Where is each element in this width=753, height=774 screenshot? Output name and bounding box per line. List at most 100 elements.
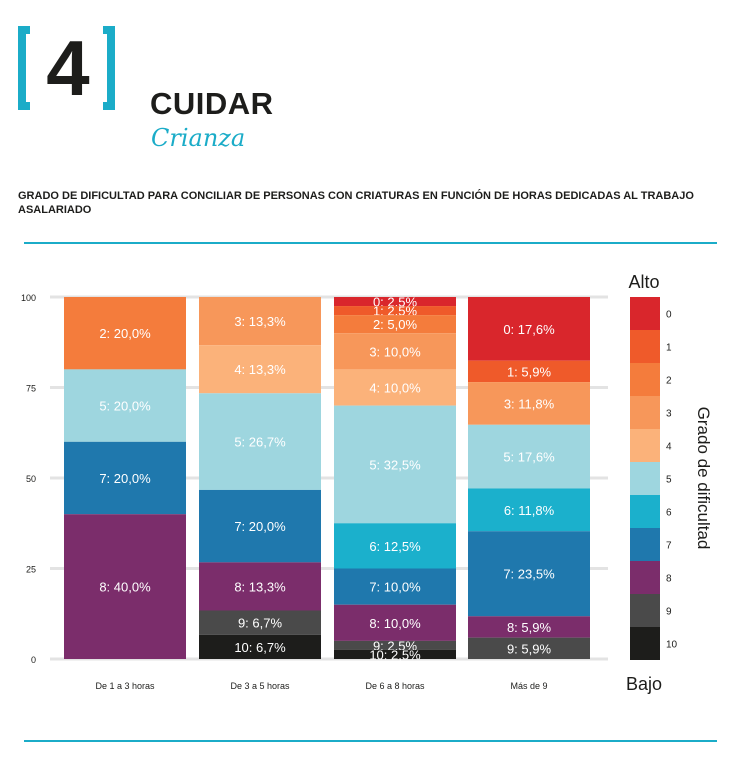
y-tick-label-100: 100 <box>21 293 36 303</box>
data-label-2-10: 10: 2,5% <box>369 647 421 662</box>
data-label-3-7: 7: 23,5% <box>503 567 555 582</box>
data-label-3-8: 8: 5,9% <box>507 620 552 635</box>
legend-swatch-7 <box>630 528 660 561</box>
legend-label-4: 4 <box>666 442 672 453</box>
bar-segment-2-9 <box>334 640 456 650</box>
legend-label-10: 10 <box>666 640 678 651</box>
data-label-0-5: 5: 20,0% <box>99 399 151 414</box>
bar-segment-3-1 <box>468 360 590 383</box>
data-label-2-6: 6: 12,5% <box>369 539 421 554</box>
bar-segment-2-4 <box>334 369 456 406</box>
bar-segment-0-2 <box>64 297 186 370</box>
x-tick-label-0: De 1 a 3 horas <box>95 681 155 691</box>
bar-segment-2-2 <box>334 315 456 334</box>
bar-segment-2-6 <box>334 523 456 569</box>
legend-label-0: 0 <box>666 310 672 321</box>
legend-swatch-6 <box>630 495 660 528</box>
bar-segment-3-5 <box>468 424 590 489</box>
legend-label-8: 8 <box>666 574 672 585</box>
x-tick-label-3: Más de 9 <box>510 681 547 691</box>
data-label-2-7: 7: 10,0% <box>369 580 421 595</box>
bar-segment-2-5 <box>334 405 456 524</box>
left-bracket-decoration <box>18 26 30 110</box>
x-tick-label-1: De 3 a 5 horas <box>230 681 290 691</box>
bar-segment-2-0 <box>334 297 456 307</box>
bar-segment-2-8 <box>334 604 456 641</box>
bar-segment-1-5 <box>199 393 321 490</box>
legend-label-6: 6 <box>666 508 672 519</box>
bar-segment-1-10 <box>199 634 321 659</box>
data-label-2-8: 8: 10,0% <box>369 616 421 631</box>
y-tick-label-25: 25 <box>26 565 36 575</box>
data-label-3-9: 9: 5,9% <box>507 641 552 656</box>
y-tick-label-0: 0 <box>31 655 36 665</box>
legend-swatch-0 <box>630 297 660 330</box>
legend-swatch-9 <box>630 594 660 627</box>
legend-label-9: 9 <box>666 607 672 618</box>
legend-label-2: 2 <box>666 376 672 387</box>
page-subtitle: Crianza <box>151 124 246 152</box>
legend-swatch-1 <box>630 330 660 363</box>
data-label-0-7: 7: 20,0% <box>99 471 151 486</box>
bar-segment-2-3 <box>334 333 456 370</box>
data-label-1-8: 8: 13,3% <box>234 579 286 594</box>
data-label-2-3: 3: 10,0% <box>369 344 421 359</box>
data-label-1-5: 5: 26,7% <box>234 435 286 450</box>
data-label-0-2: 2: 20,0% <box>99 326 151 341</box>
bar-segment-0-7 <box>64 441 186 515</box>
data-label-1-4: 4: 13,3% <box>234 362 286 377</box>
legend-swatch-3 <box>630 396 660 429</box>
page-title: CUIDAR <box>150 86 274 121</box>
bar-segment-1-3 <box>199 297 321 346</box>
data-label-2-4: 4: 10,0% <box>369 381 421 396</box>
y-tick-label-75: 75 <box>26 384 36 394</box>
bar-segment-1-8 <box>199 562 321 611</box>
bottom-divider <box>24 740 717 742</box>
top-divider <box>24 242 717 244</box>
legend-label-3: 3 <box>666 409 672 420</box>
legend-swatch-10 <box>630 627 660 660</box>
bar-segment-0-8 <box>64 514 186 659</box>
section-number: 4 <box>46 24 90 112</box>
bar-segment-2-1 <box>334 306 456 316</box>
legend-swatch-8 <box>630 561 660 594</box>
legend-label-5: 5 <box>666 475 672 486</box>
data-label-3-0: 0: 17,6% <box>503 322 555 337</box>
data-label-1-10: 10: 6,7% <box>234 640 286 655</box>
bar-segment-3-9 <box>468 637 590 659</box>
data-label-3-1: 1: 5,9% <box>507 364 552 379</box>
data-label-1-3: 3: 13,3% <box>234 314 286 329</box>
chart-title: GRADO DE DIFICULTAD PARA CONCILIAR DE PE… <box>18 190 694 216</box>
data-label-2-0: 0: 2,5% <box>373 295 418 310</box>
bar-segment-2-7 <box>334 568 456 605</box>
legend-swatch-4 <box>630 429 660 462</box>
y-tick-label-50: 50 <box>26 474 36 484</box>
legend-bottom-label: Bajo <box>626 674 662 694</box>
legend-axis-title: Grado de dificultad <box>694 407 713 550</box>
bar-segment-3-7 <box>468 531 590 617</box>
data-label-2-9: 9: 2,5% <box>373 638 418 653</box>
legend-top-label: Alto <box>628 272 659 292</box>
bar-segment-3-6 <box>468 488 590 532</box>
legend-label-7: 7 <box>666 541 672 552</box>
bar-segment-1-9 <box>199 610 321 635</box>
data-label-3-3: 3: 11,8% <box>504 396 555 411</box>
bar-segment-1-4 <box>199 345 321 394</box>
data-label-2-2: 2: 5,0% <box>373 317 418 332</box>
right-bracket-decoration <box>103 26 115 110</box>
data-label-3-5: 5: 17,6% <box>503 450 555 465</box>
bar-segment-3-0 <box>468 297 590 361</box>
legend-swatch-5 <box>630 462 660 495</box>
bar-segment-3-8 <box>468 616 590 638</box>
x-tick-label-2: De 6 a 8 horas <box>365 681 425 691</box>
data-label-2-1: 1: 2,5% <box>373 304 418 319</box>
bar-segment-3-3 <box>468 382 590 425</box>
data-label-0-8: 8: 40,0% <box>99 580 151 595</box>
legend-label-1: 1 <box>666 343 672 354</box>
data-label-3-6: 6: 11,8% <box>504 503 555 518</box>
data-label-2-5: 5: 32,5% <box>369 457 421 472</box>
bar-segment-1-7 <box>199 489 321 563</box>
data-label-1-9: 9: 6,7% <box>238 616 283 631</box>
bar-segment-2-10 <box>334 649 456 659</box>
